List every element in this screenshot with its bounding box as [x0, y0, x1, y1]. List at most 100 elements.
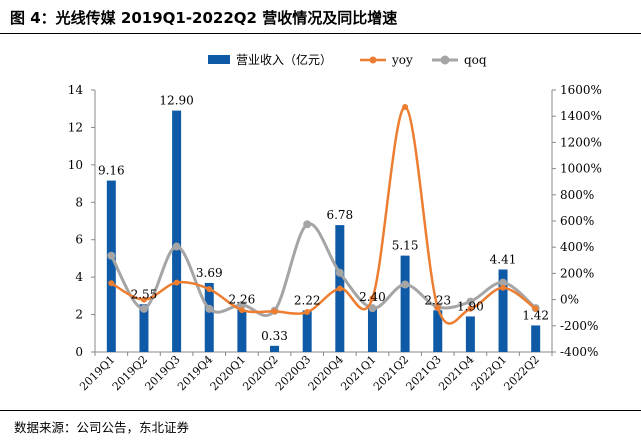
figure-title: 图 4：光线传媒 2019Q1-2022Q2 营收情况及同比增速: [10, 9, 398, 27]
bar-2019Q4: [204, 282, 214, 352]
right-tick-label: 0%: [560, 293, 579, 307]
right-tick-label: -400%: [560, 345, 598, 359]
yoy-point-2021Q1: [369, 295, 376, 302]
left-tick-label: 2: [75, 308, 83, 322]
right-tick-label: 1200%: [560, 135, 602, 149]
left-tick-label: 14: [68, 83, 84, 97]
bar-2021Q4: [465, 316, 475, 352]
yoy-point-2021Q2: [402, 104, 409, 111]
right-tick-label: 800%: [560, 188, 594, 202]
bar-2019Q2: [139, 304, 149, 352]
right-tick-label: -200%: [560, 319, 598, 333]
bar-2021Q1: [367, 307, 377, 352]
yoy-point-2020Q1: [238, 307, 245, 314]
qoq-point-2019Q4: [205, 304, 214, 313]
right-tick-label: 1400%: [560, 109, 602, 123]
left-tick-label: 10: [68, 158, 83, 172]
qoq-point-2021Q1: [368, 304, 377, 313]
yoy-point-2020Q2: [271, 308, 278, 315]
legend-label-qoq: qoq: [464, 53, 487, 67]
x-tick-label: 2019Q3: [142, 353, 182, 393]
bar-label-2020Q1: 2.26: [229, 293, 256, 307]
legend-label-revenue: 营业收入（亿元）: [236, 52, 332, 67]
qoq-point-2019Q2: [139, 304, 148, 313]
bar-label-2022Q1: 4.41: [490, 252, 517, 266]
bar-2020Q1: [237, 309, 247, 352]
x-tick-label: 2021Q2: [371, 353, 411, 393]
lines-layer: [107, 104, 540, 325]
qoq-point-2021Q4: [466, 297, 475, 306]
left-tick-label: 8: [75, 195, 83, 209]
yoy-point-2021Q3: [434, 304, 441, 311]
bar-label-2022Q2: 1.42: [522, 308, 549, 322]
bar-2019Q3: [172, 110, 182, 352]
yoy-line: [110, 105, 537, 325]
bar-label-2020Q4: 6.78: [326, 208, 353, 222]
left-tick-label: 0: [75, 345, 83, 359]
bar-2020Q3: [302, 310, 312, 352]
bar-label-2019Q1: 9.16: [98, 164, 125, 178]
legend-marker-qoq: [440, 55, 450, 65]
bar-label-2020Q3: 2.22: [294, 293, 321, 307]
left-tick-label: 6: [75, 233, 83, 247]
qoq-point-2020Q3: [303, 220, 312, 229]
x-tick-label: 2020Q2: [240, 353, 280, 393]
bottom-rule: [0, 410, 641, 411]
right-tick-label: 600%: [560, 214, 594, 228]
bar-2021Q2: [400, 255, 410, 352]
qoq-point-2021Q2: [401, 280, 410, 289]
bar-2021Q3: [433, 310, 443, 352]
bar-2022Q2: [531, 325, 541, 352]
x-tick-label: 2020Q1: [208, 353, 248, 393]
x-tick-label: 2021Q4: [436, 353, 476, 393]
x-tick-label: 2020Q3: [273, 353, 313, 393]
yoy-point-2020Q3: [304, 309, 311, 316]
bar-2020Q2: [270, 345, 280, 352]
x-tick-label: 2020Q4: [306, 353, 346, 393]
qoq-point-2019Q3: [172, 242, 181, 251]
bar-label-2021Q4: 1.90: [457, 299, 484, 313]
bar-2019Q1: [106, 180, 116, 352]
bar-label-2021Q3: 2.23: [424, 293, 451, 307]
yoy-point-2022Q1: [500, 284, 507, 291]
yoy-point-2019Q1: [108, 280, 115, 287]
x-tick-label: 2022Q1: [469, 353, 509, 393]
x-tick-label: 2021Q1: [338, 353, 378, 393]
top-rule: [0, 33, 641, 34]
legend-marker-yoy: [369, 56, 377, 64]
bars-layer: [106, 110, 541, 352]
yoy-point-2020Q4: [336, 285, 343, 292]
yoy-point-2019Q4: [206, 286, 213, 293]
right-tick-label: 400%: [560, 240, 594, 254]
bar-label-2019Q2: 2.55: [131, 287, 158, 301]
legend: 营业收入（亿元） yoy qoq: [208, 52, 487, 67]
qoq-point-2022Q1: [499, 278, 508, 287]
left-tick-label: 12: [68, 120, 83, 134]
qoq-point-2019Q1: [107, 251, 116, 260]
yoy-point-2021Q4: [467, 305, 474, 312]
right-tick-label: 1000%: [560, 162, 602, 176]
yoy-point-2019Q2: [140, 296, 147, 303]
right-tick-label: 1600%: [560, 83, 602, 97]
x-tick-label: 2022Q2: [501, 353, 541, 393]
x-tick-label: 2021Q3: [404, 353, 444, 393]
x-tick-label: 2019Q4: [175, 353, 215, 393]
qoq-point-2020Q1: [237, 300, 246, 309]
labels-layer: 9.16 2.55 12.90 3.69 2.26 0.33 2.22 6.78 2.40 5.1…: [98, 94, 549, 343]
bar-label-2021Q1: 2.40: [359, 290, 386, 304]
source-note: 数据来源：公司公告，东北证券: [14, 420, 190, 435]
left-tick-label: 4: [75, 270, 83, 284]
legend-label-yoy: yoy: [391, 53, 413, 67]
bar-label-2020Q2: 0.33: [261, 329, 288, 343]
yoy-point-2019Q3: [173, 279, 180, 286]
bar-label-2019Q4: 3.69: [196, 266, 223, 280]
qoq-point-2020Q4: [335, 268, 344, 277]
bar-2022Q1: [498, 269, 508, 352]
legend-swatch-revenue: [208, 55, 230, 64]
yoy-point-2022Q2: [532, 305, 539, 312]
x-tick-label: 2019Q2: [110, 353, 150, 393]
right-tick-label: 200%: [560, 266, 594, 280]
bar-label-2019Q3: 12.90: [159, 94, 193, 108]
x-tick-label: 2019Q1: [77, 353, 117, 393]
